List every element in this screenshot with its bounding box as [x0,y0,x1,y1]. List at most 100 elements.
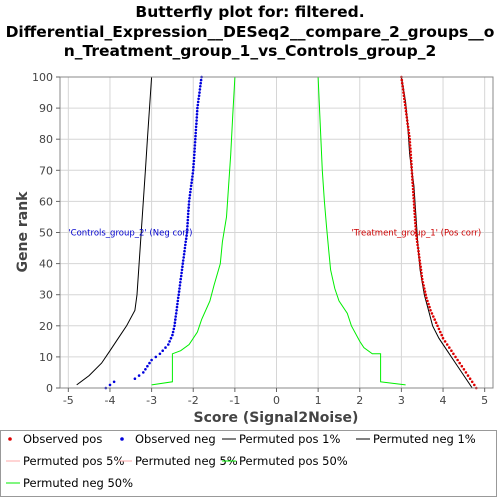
series-observed-neg-point [181,265,184,269]
series-observed-pos-point [448,346,451,349]
series-observed-pos-point [410,165,413,169]
series-observed-neg-point [189,187,192,191]
series-observed-neg-point [161,349,164,353]
series-observed-neg-point [186,218,190,222]
series-observed-pos-point [415,234,418,237]
series-observed-pos-point [450,349,453,353]
series-observed-pos-point [458,361,462,365]
series-observed-pos-point [408,144,412,147]
series-observed-pos-point [415,240,419,244]
legend-label-permuted-neg-1-: Permuted neg 1% [373,432,476,446]
legend-swatch-observed-neg [120,437,124,441]
series-observed-pos-point [425,296,428,300]
series-observed-neg-point [179,277,182,281]
series-observed-neg-point [175,305,179,309]
legend-label-observed-pos: Observed pos [23,432,102,446]
series-observed-neg-point [174,318,177,321]
series-observed-pos-point [460,364,464,368]
series-observed-neg-point [187,203,191,206]
series-observed-neg-point [198,91,201,94]
series-observed-neg-point [184,243,187,247]
series-observed-pos-point [418,256,421,259]
x-tick-label: 3 [398,394,405,407]
series-observed-neg-point [192,165,195,169]
legend-label-permuted-neg-50-: Permuted neg 50% [23,476,133,490]
series-observed-neg-point [174,315,177,318]
series-observed-neg-point [187,209,190,212]
series-observed-pos-point [404,109,408,113]
legend-label-permuted-pos-5-: Permuted pos 5% [23,454,124,468]
y-tick-label: 80 [39,133,53,146]
series-observed-neg-point [182,256,185,259]
series-observed-neg-point [176,299,180,303]
series-observed-neg-point [176,302,179,306]
series-observed-neg-point [171,330,175,334]
series-observed-pos-point [405,116,409,119]
series-observed-pos-point [470,380,474,384]
series-observed-neg-point [167,343,170,346]
series-observed-pos-point [400,78,404,82]
series-observed-pos-point [414,225,417,228]
series-observed-neg-point [185,234,188,237]
series-observed-neg-point [189,184,193,188]
series-observed-neg-point [193,153,196,157]
y-tick-label: 30 [39,289,53,302]
series-observed-pos-point [410,172,414,175]
series-observed-neg-point [112,380,116,384]
series-observed-neg-point [180,268,184,272]
series-observed-neg-point [193,150,196,153]
series-observed-neg-point [191,175,194,178]
series-observed-pos-point [403,97,406,101]
series-observed-pos-point [401,88,405,91]
series-observed-neg-point [108,383,112,387]
series-permuted-neg-1-line [76,76,153,386]
series-observed-pos-point [412,190,415,194]
y-tick-label: 0 [46,382,53,395]
series-permuted-neg-50-line [151,76,236,386]
series-observed-pos-point [413,209,416,212]
x-tick-label: 0 [273,394,280,407]
series-observed-pos-point [420,271,423,275]
y-tick-label: 40 [39,258,53,271]
series-observed-neg-point [180,271,183,275]
chart-title-line-3: n_Treatment_group_1_vs_Controls_group_2 [64,42,437,60]
series-observed-pos-point [456,358,459,362]
series-observed-pos-point [411,178,414,181]
series-observed-pos-point [402,91,405,94]
series-observed-pos-point [464,371,468,374]
series-observed-pos-point [409,159,413,163]
series-observed-pos-point [419,265,422,269]
y-axis-title: Gene rank [15,191,31,273]
series-observed-pos-point [423,290,427,293]
y-tick-label: 50 [39,227,53,240]
series-observed-neg-point [195,109,199,113]
series-observed-neg-point [146,364,149,368]
series-observed-neg-point [195,116,199,119]
series-observed-neg-point [187,200,191,203]
series-observed-pos-point [419,268,423,272]
x-tick-label: 1 [315,394,322,407]
series-observed-neg-point [181,262,185,265]
x-axis-title: Score (Signal2Noise) [194,410,359,426]
series-observed-pos-point [414,221,417,225]
series-observed-pos-point [423,287,426,290]
series-observed-pos-point [403,103,407,107]
y-tick-label: 90 [39,102,53,115]
series-observed-neg-point [192,156,196,160]
series-observed-neg-point [172,327,176,331]
series-observed-pos-point [427,302,430,306]
series-observed-pos-point [418,262,422,265]
series-observed-pos-point [462,368,466,371]
legend-label-permuted-neg-5-: Permuted neg 5% [135,454,238,468]
series-observed-pos-point [418,259,422,262]
series-observed-neg-point [133,377,137,381]
series-observed-pos-point [408,137,412,141]
series-observed-pos-point [411,181,414,184]
series-observed-pos-point [407,131,411,135]
series-observed-neg-point [194,125,198,129]
series-observed-neg-point [193,141,197,144]
series-observed-pos-point [416,246,420,250]
series-observed-pos-point [415,237,419,240]
y-tick-label: 20 [39,320,53,333]
